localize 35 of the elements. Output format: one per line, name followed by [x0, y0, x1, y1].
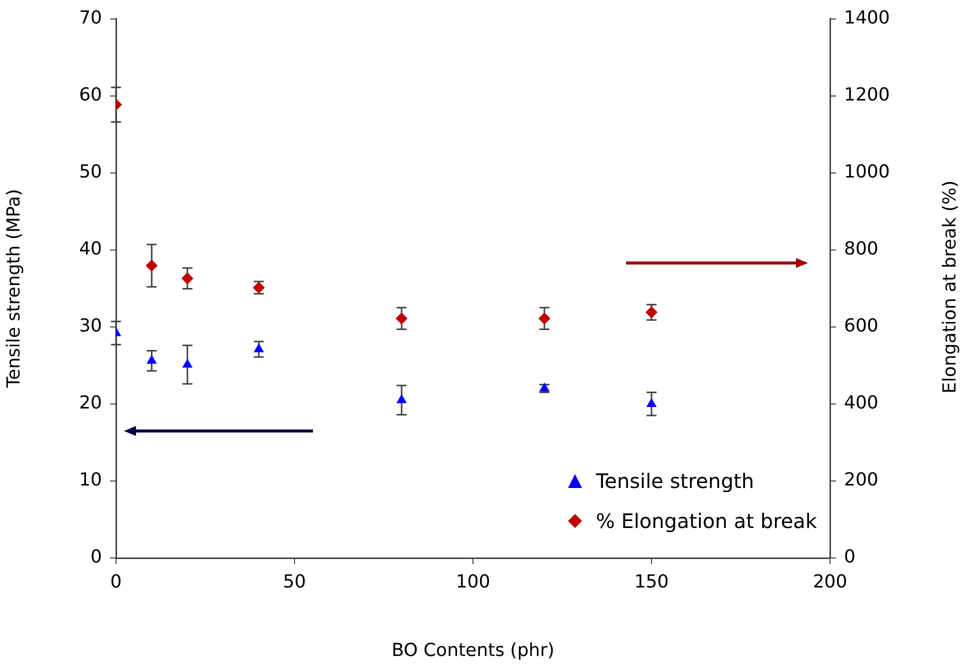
y2-tick-label: 400: [844, 392, 878, 414]
point: [396, 394, 407, 404]
y2-tick-label: 0: [844, 546, 856, 568]
y-tick-label: 30: [79, 316, 102, 337]
y-tick-label: 10: [79, 470, 102, 491]
x-axis-title: BO Contents (phr): [392, 640, 554, 661]
point: [146, 354, 157, 364]
legend-label: % Elongation at break: [596, 508, 817, 535]
y2-tick-label: 800: [844, 238, 878, 260]
point: [538, 312, 550, 324]
point: [254, 343, 264, 352]
y2-tick-label: 1000: [844, 162, 890, 183]
y-tick-label: 20: [79, 392, 102, 414]
y-tick-label: 60: [79, 84, 102, 106]
x-tick-label: 150: [634, 571, 669, 592]
x-tick-label: 200: [812, 571, 848, 592]
y-tick-label: 0: [90, 546, 102, 568]
point: [182, 358, 193, 368]
x-tick-label: 0: [110, 571, 122, 592]
y-tick-label: 40: [79, 238, 102, 260]
y2-tick-label: 1400: [844, 7, 890, 28]
y2-tick-label: 200: [844, 470, 878, 491]
point: [181, 272, 194, 284]
y-axis-title: Tensile strength (MPa): [3, 189, 24, 389]
y2-tick-label: 600: [844, 316, 878, 337]
point: [646, 398, 657, 407]
y2-tick-label: 1200: [844, 84, 890, 106]
y-tick-label: 50: [79, 162, 102, 183]
x-tick-label: 100: [456, 571, 490, 592]
x-tick-label: 50: [283, 571, 306, 592]
legend-label: Tensile strength: [596, 468, 754, 495]
y-tick-label: 70: [79, 7, 102, 28]
point: [146, 260, 158, 272]
y2-axis-title: Elongation at break (%): [940, 180, 960, 394]
point: [396, 312, 408, 324]
